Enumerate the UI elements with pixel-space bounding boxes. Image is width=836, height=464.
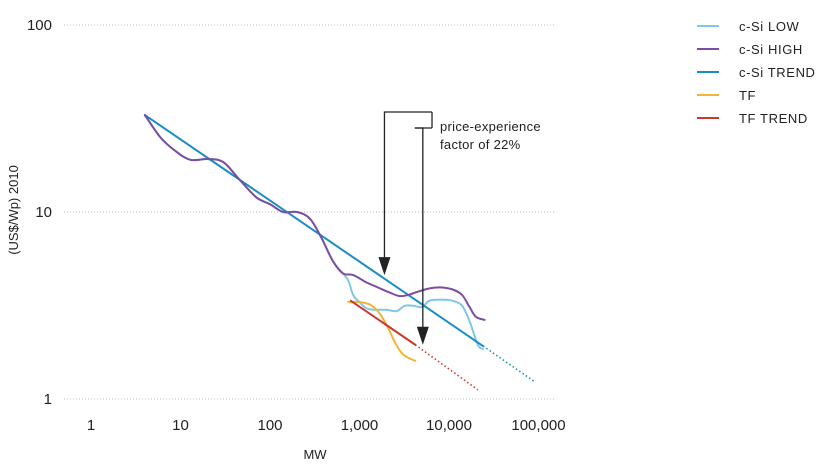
series-line-c-si-high <box>143 114 486 321</box>
series-line-c-si-trend <box>143 114 485 348</box>
y-tick-label: 100 <box>27 17 52 34</box>
x-ticks: 1 10 100 1,000 10,000 100,000 <box>87 417 566 434</box>
legend-label: c-Si LOW <box>739 19 800 34</box>
legend-label: TF TREND <box>739 111 808 126</box>
y-ticks: 1 10 100 <box>27 17 52 408</box>
y-tick-label: 10 <box>35 204 52 221</box>
gridlines <box>64 24 555 400</box>
series-layer <box>143 114 535 391</box>
series-line-tf-trend <box>349 299 417 346</box>
legend-label: TF <box>739 88 756 103</box>
projection-line-tf-trend <box>414 344 479 391</box>
x-tick-label: 1,000 <box>341 417 379 434</box>
x-tick-label: 10 <box>172 417 189 434</box>
annotation-arrow-left <box>383 111 432 266</box>
legend: c-Si LOW c-Si HIGH c-Si TREND TF TF TREND <box>697 19 816 126</box>
x-tick-label: 100 <box>257 417 282 434</box>
projection-line-c-si-trend <box>482 345 535 383</box>
legend-label: c-Si TREND <box>739 65 816 80</box>
annotation: price-experience factor of 22% <box>378 111 541 345</box>
arrowhead <box>378 257 391 276</box>
y-axis-title: (US$/Wp) 2010 <box>6 165 21 255</box>
annotation-line-2: factor of 22% <box>440 137 521 152</box>
x-tick-label: 10,000 <box>426 417 472 434</box>
annotation-line-1: price-experience <box>440 119 541 134</box>
legend-label: c-Si HIGH <box>739 42 803 57</box>
arrowhead <box>416 326 429 345</box>
x-axis-title: MW <box>303 447 327 462</box>
y-tick-label: 1 <box>44 391 52 408</box>
x-tick-label: 1 <box>87 417 95 434</box>
x-tick-label: 100,000 <box>511 417 565 434</box>
